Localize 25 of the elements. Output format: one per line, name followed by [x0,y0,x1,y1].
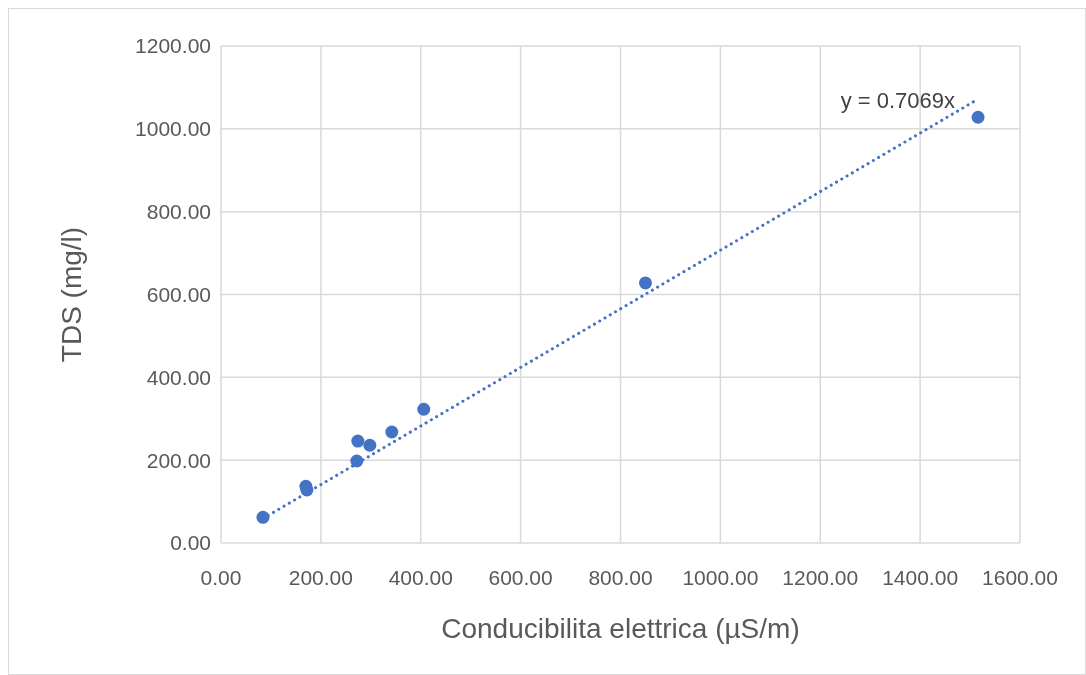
x-tick-label: 0.00 [200,566,242,589]
y-tick-label: 400.00 [146,365,211,389]
point [363,438,377,452]
x-tick-label: 1200.00 [782,566,859,589]
point [971,110,985,124]
x-tick-label: 600.00 [488,566,553,589]
x-axis-title: Conducibilita elettrica (µS/m) [441,613,800,644]
point [385,425,399,439]
point [638,276,652,290]
y-axis-title: TDS (mg/l) [56,226,87,363]
x-tick-label: 1400.00 [882,566,959,589]
y-tick-label: 600.00 [146,282,211,306]
y-tick-label: 800.00 [146,200,211,224]
point [351,434,365,448]
x-tick-label: 200.00 [288,566,353,589]
y-tick-label: 0.00 [170,531,211,555]
point [417,402,431,416]
x-tick-label: 400.00 [388,566,453,589]
x-tick-label: 1600.00 [982,566,1058,589]
x-tick-label: 800.00 [588,566,653,589]
annotation: y = 0.7069x [840,88,955,113]
y-tick-label: 1200.00 [135,34,211,58]
x-tick-label: 1000.00 [682,566,759,589]
y-tick-label: 200.00 [146,448,211,472]
y-tick-label: 1000.00 [135,117,211,141]
